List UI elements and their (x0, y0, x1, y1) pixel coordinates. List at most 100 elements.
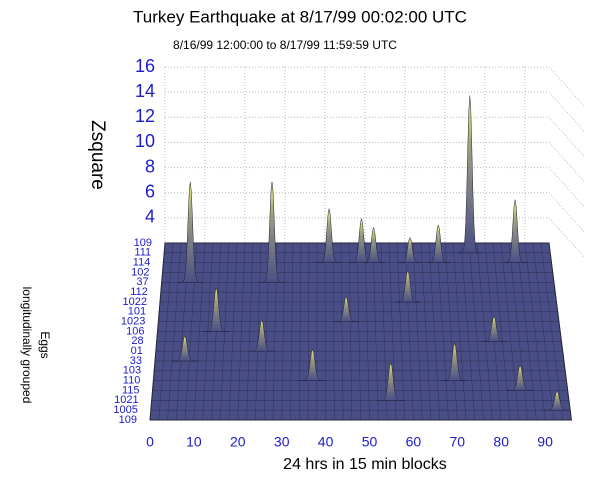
mesh-line (532, 242, 555, 421)
surface-peak (395, 269, 421, 303)
surface-peak (203, 287, 229, 332)
x-tick-label: 10 (186, 434, 202, 450)
mesh-line (540, 242, 563, 421)
mesh-line (149, 242, 166, 421)
grid-line (548, 116, 586, 158)
y-tick-label: 115 (122, 384, 140, 396)
x-axis-label: 24 hrs in 15 min blocks (283, 456, 447, 473)
y-tick-label: 103 (123, 365, 141, 377)
surface-peak (178, 181, 203, 283)
mesh-line (356, 242, 361, 421)
x-tick-label: 0 (146, 434, 154, 450)
mesh-line (428, 242, 440, 421)
mesh-line (324, 242, 326, 421)
mesh-line (290, 242, 294, 421)
mesh-line (364, 242, 370, 421)
y-tick-label: 110 (123, 375, 141, 387)
grid-line (548, 167, 586, 208)
surface-peak (333, 295, 359, 322)
surface-peak (507, 364, 534, 391)
y-axis-label: Eggs (38, 331, 52, 358)
y-tick-label: 112 (130, 286, 148, 298)
mesh-line (246, 242, 254, 421)
mesh-line (404, 242, 414, 421)
x-tick-label: 40 (318, 434, 334, 450)
mesh-line (158, 242, 174, 421)
surface-peak (441, 342, 468, 381)
plot-area: 4681012141610911111410237112102210110231… (113, 56, 586, 450)
surface-peak (397, 236, 423, 263)
grid-line (548, 217, 586, 259)
y-tick-label: 114 (133, 257, 151, 269)
y-tick-label: 1021 (114, 394, 138, 406)
mesh-line (420, 242, 432, 421)
mesh-line (452, 242, 467, 421)
x-tick-label: 80 (493, 434, 509, 450)
y-tick-label: 106 (126, 325, 144, 337)
y-tick-label: 33 (130, 355, 142, 367)
mesh-line (524, 242, 546, 421)
z-axis-label: Zsquare (87, 120, 108, 190)
chart-subtitle: 8/16/99 12:00:00 to 8/17/99 11:59:59 UTC (173, 38, 397, 52)
mesh-line (228, 242, 238, 421)
x-tick-label: 50 (362, 434, 378, 450)
surface-peak (426, 224, 451, 263)
mesh-line (307, 242, 310, 421)
surface-peak (481, 315, 507, 342)
mesh-line (348, 242, 353, 421)
mesh-line (460, 242, 476, 421)
x-tick-label: 90 (537, 434, 553, 450)
y-tick-label: 111 (134, 247, 151, 259)
x-tick-label: 70 (450, 434, 466, 450)
grid-line (548, 142, 586, 183)
y-axis-label: longitudinally grouped (20, 287, 34, 404)
y-tick-label: 1005 (113, 404, 137, 416)
y-tick-label: 101 (128, 306, 146, 318)
surface-peak (502, 199, 528, 263)
y-tick-label: 109 (134, 237, 152, 249)
surface-peak (299, 348, 326, 381)
z-tick-label: 4 (145, 207, 155, 227)
mesh-line (468, 242, 484, 421)
mesh-line (372, 242, 379, 421)
surface-peak (361, 226, 386, 263)
grid-line (548, 91, 586, 133)
surface-peak (249, 318, 275, 352)
z-tick-label: 6 (145, 181, 155, 201)
surface-peak (377, 361, 404, 401)
mesh-line (380, 242, 388, 421)
x-tick-label: 30 (274, 434, 290, 450)
mesh-line (340, 242, 344, 421)
y-tick-label: 28 (131, 335, 143, 347)
mesh-line (167, 242, 182, 421)
surface-peak (543, 390, 571, 411)
mesh-line (548, 242, 572, 421)
y-tick-label: 1022 (123, 296, 147, 308)
mesh-line (281, 242, 286, 421)
z-tick-label: 8 (145, 156, 155, 176)
z-tick-label: 10 (135, 131, 155, 151)
mesh-line (412, 242, 423, 421)
surface-peak (457, 95, 482, 254)
mesh-line (444, 242, 458, 421)
x-tick-label: 20 (230, 434, 246, 450)
z-tick-label: 14 (135, 81, 155, 101)
y-tick-label: 37 (136, 276, 148, 288)
surface-peak (259, 181, 285, 283)
mesh-line (237, 242, 246, 421)
z-tick-label: 16 (135, 56, 155, 76)
grid-line (548, 192, 586, 234)
mesh-line (255, 242, 262, 421)
y-tick-label: 102 (131, 266, 149, 278)
mesh-line (193, 242, 206, 421)
mesh-line (332, 242, 335, 421)
z-tick-label: 12 (135, 106, 155, 126)
mesh-line (436, 242, 449, 421)
x-tick-label: 60 (406, 434, 422, 450)
grid-line (548, 66, 586, 108)
mesh-line (476, 242, 493, 421)
y-tick-label: 1023 (121, 316, 145, 328)
surface-peak (172, 335, 198, 362)
surface-peak (316, 208, 342, 263)
